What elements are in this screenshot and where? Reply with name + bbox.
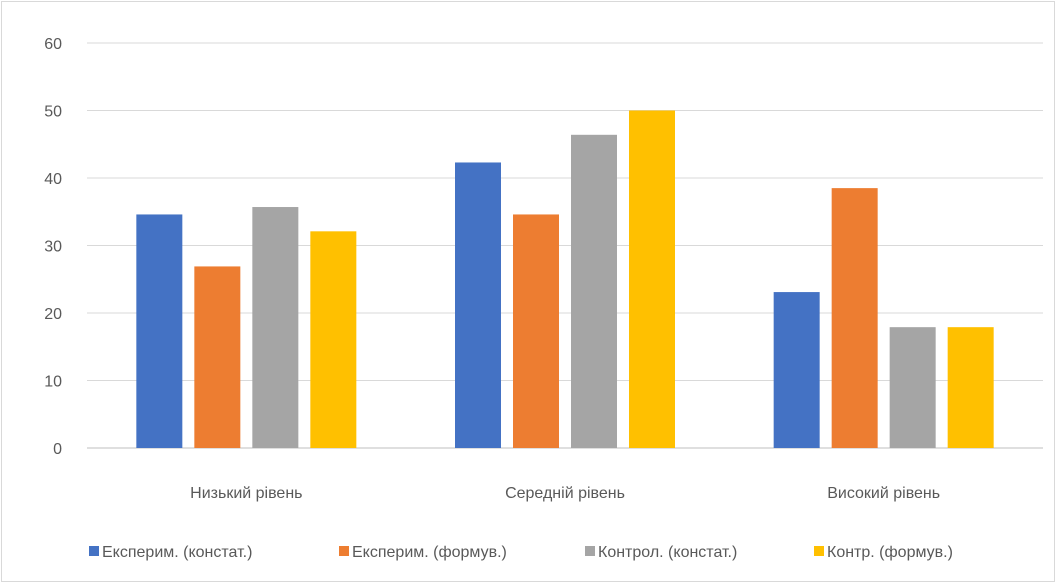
legend-label: Контрол. (констат.)	[598, 544, 737, 561]
legend-label: Експерим. (формув.)	[352, 544, 507, 561]
x-category-label: Середній рівень	[505, 485, 625, 502]
bar	[194, 266, 241, 448]
bar	[455, 162, 501, 448]
y-tick-label: 60	[44, 36, 62, 53]
y-tick-label: 50	[44, 104, 62, 121]
y-tick-label: 30	[44, 239, 62, 256]
bar	[947, 327, 994, 448]
legend-swatch	[814, 546, 824, 556]
y-tick-label: 20	[44, 306, 62, 323]
x-axis: Низький рівень Середній рівень Високий рів…	[190, 485, 940, 502]
legend-swatch	[89, 546, 99, 556]
bar	[310, 231, 357, 448]
bar	[136, 214, 183, 448]
bar	[629, 110, 675, 448]
bar	[571, 134, 617, 449]
bar	[831, 188, 878, 448]
legend: Експерим. (констат.) Експерим. (формув.) К…	[89, 544, 953, 561]
x-category-label: Низький рівень	[190, 485, 302, 502]
bar	[889, 327, 936, 448]
bars	[136, 110, 994, 449]
gridlines	[87, 42, 1043, 449]
y-axis-ticks: 0 10 20 30 40 50 60	[44, 36, 62, 458]
y-tick-label: 0	[53, 441, 62, 458]
x-category-label: Високий рівень	[827, 485, 940, 502]
bar	[773, 292, 820, 448]
bar	[513, 214, 559, 448]
legend-label: Експерим. (констат.)	[102, 544, 252, 561]
bar	[252, 207, 299, 448]
legend-swatch	[585, 546, 595, 556]
legend-label: Контр. (формув.)	[827, 544, 953, 561]
legend-swatch	[339, 546, 349, 556]
y-tick-label: 10	[44, 374, 62, 391]
y-tick-label: 40	[44, 171, 62, 188]
